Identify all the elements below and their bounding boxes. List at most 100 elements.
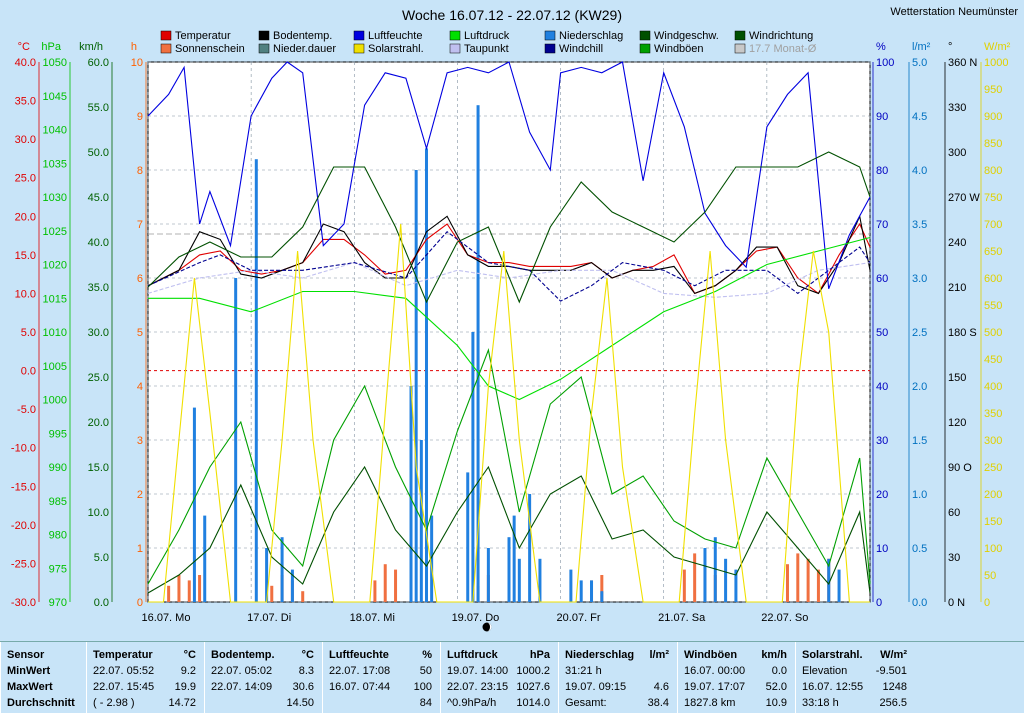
- left-axis-tick: 1030: [43, 192, 67, 204]
- series-windchill: [147, 230, 871, 302]
- right-axis-tick: 270 W: [948, 192, 980, 204]
- left-axis-unit: hPa: [41, 41, 61, 53]
- left-axis-tick: 5.0: [21, 327, 36, 339]
- legend-swatch: [734, 30, 746, 41]
- weather-chart: Woche 16.07.12 - 22.07.12 (KW29) Wetters…: [10, 6, 1019, 632]
- bar-niederschlag: [569, 569, 573, 602]
- grid-lines: [147, 61, 871, 603]
- right-axis-tick: 2.0: [912, 381, 927, 393]
- stats-cell: 22.07. 05:02 8.3: [211, 665, 314, 677]
- left-axis-tick: 1045: [43, 91, 67, 103]
- right-axis-tick: 1.5: [912, 435, 927, 447]
- legend-swatch: [639, 30, 651, 41]
- left-axis-tick: 0.0: [21, 366, 36, 378]
- x-tick-label: 19.07. Do: [452, 612, 500, 624]
- bar-niederschlag: [290, 569, 294, 602]
- left-axis-tick: -30.0: [11, 597, 36, 609]
- left-axis-tick: 0.0: [94, 597, 109, 609]
- right-axis-tick: 850: [984, 138, 1002, 150]
- stats-cell: Elevation -9.501: [802, 665, 907, 677]
- left-axis-tick: 20.0: [88, 417, 109, 429]
- stats-col-boden: Bodentemp. °C 22.07. 05:02 8.3 22.07. 14:09 3…: [204, 642, 322, 713]
- left-axis-tick: 970: [49, 597, 67, 609]
- right-axis-tick: 800: [984, 165, 1002, 177]
- left-axis-tick: 30.0: [88, 327, 109, 339]
- series-windrichtung: [147, 151, 871, 304]
- right-axis-tick: 150: [948, 372, 966, 384]
- right-axis-tick: 30: [948, 552, 960, 564]
- legend-label: Taupunkt: [464, 43, 509, 55]
- bar-niederschlag: [590, 580, 594, 602]
- stats-header: Windböen km/h: [684, 649, 787, 661]
- left-axis-tick: 6: [137, 273, 143, 285]
- bar-sonnenschein: [187, 580, 191, 602]
- right-axis-tick: 80: [876, 165, 888, 177]
- right-axis-tick: 70: [876, 219, 888, 231]
- left-axis-tick: 20.0: [15, 211, 36, 223]
- left-axis-tick: -15.0: [11, 481, 36, 493]
- moon-icon-highlight: [487, 622, 492, 632]
- right-axis-tick: 1000: [984, 57, 1008, 69]
- bar-niederschlag: [734, 569, 738, 602]
- bar-niederschlag: [234, 278, 238, 602]
- stats-cell: 22.07. 15:45 19.9: [93, 681, 196, 693]
- right-axis-unit: W/m²: [984, 41, 1011, 53]
- left-axis-tick: 40.0: [88, 237, 109, 249]
- stats-cell: Gesamt: 38.4: [565, 697, 669, 709]
- bar-niederschlag: [280, 537, 284, 602]
- legend-swatch: [258, 30, 270, 41]
- right-axis-tick: 0: [984, 597, 990, 609]
- stats-cell: 19.07. 17:07 52.0: [684, 681, 787, 693]
- bar-niederschlag: [430, 515, 434, 602]
- stats-cell: 22.07. 17:08 50: [329, 665, 432, 677]
- bar-niederschlag: [203, 515, 207, 602]
- left-axis-tick: 30.0: [15, 134, 36, 146]
- left-axis-tick: 7: [137, 219, 143, 231]
- right-axis-tick: 1.0: [912, 489, 927, 501]
- bar-niederschlag: [538, 558, 542, 602]
- stats-cell: 22.07. 23:15 1027.6: [447, 681, 550, 693]
- left-axis-tick: 50.0: [88, 147, 109, 159]
- left-axis-tick: 1035: [43, 158, 67, 170]
- left-axis-tick: 990: [49, 462, 67, 474]
- right-axis-tick: 900: [984, 111, 1002, 123]
- left-axis-tick: 975: [49, 563, 67, 575]
- bar-niederschlag: [254, 159, 258, 602]
- stats-header-sensor: Sensor: [7, 649, 45, 661]
- left-axis-tick: 0: [137, 597, 143, 609]
- bar-niederschlag: [600, 591, 604, 602]
- legend-label: 17.7 Monat-Ø: [749, 43, 817, 55]
- right-axis-tick: 60: [876, 273, 888, 285]
- stats-cell: ^0.9hPa/h 1014.0: [447, 697, 550, 709]
- bar-sonnenschein: [785, 564, 789, 602]
- right-axis-tick: 300: [948, 147, 966, 159]
- x-tick-label: 17.07. Di: [247, 612, 291, 624]
- bar-niederschlag: [703, 548, 707, 602]
- stats-header: Bodentemp. °C: [211, 649, 314, 661]
- left-axis-tick: 35.0: [15, 96, 36, 108]
- left-axis-tick: -25.0: [11, 558, 36, 570]
- right-axis-tick: 250: [984, 462, 1002, 474]
- right-axis-tick: 240: [948, 237, 966, 249]
- legend-swatch: [449, 43, 461, 54]
- stats-cell: 14.50: [286, 697, 314, 709]
- left-axis-tick: 40.0: [15, 57, 36, 69]
- right-axis-tick: 700: [984, 219, 1002, 231]
- left-axes: °C40.035.030.025.020.015.010.05.00.0-5.0…: [11, 41, 147, 609]
- right-axis-tick: 200: [984, 489, 1002, 501]
- left-axis-tick: 1000: [43, 395, 67, 407]
- left-axis-tick: 55.0: [88, 102, 109, 114]
- left-axis-tick: 8: [137, 165, 143, 177]
- bar-series: [167, 105, 841, 602]
- right-axis-tick: 3.0: [912, 273, 927, 285]
- left-axis-tick: 1025: [43, 226, 67, 238]
- stats-cell: 19.07. 09:15 4.6: [565, 681, 669, 693]
- right-axis-tick: 2.5: [912, 327, 927, 339]
- bar-niederschlag: [192, 407, 196, 602]
- legend-swatch: [544, 43, 556, 54]
- legend-label: Solarstrahl.: [368, 43, 424, 55]
- right-axis-unit: °: [948, 41, 952, 53]
- right-axis-tick: 100: [876, 57, 894, 69]
- right-axis-tick: 0 N: [948, 597, 965, 609]
- stats-cell: 22.07. 05:52 9.2: [93, 665, 196, 677]
